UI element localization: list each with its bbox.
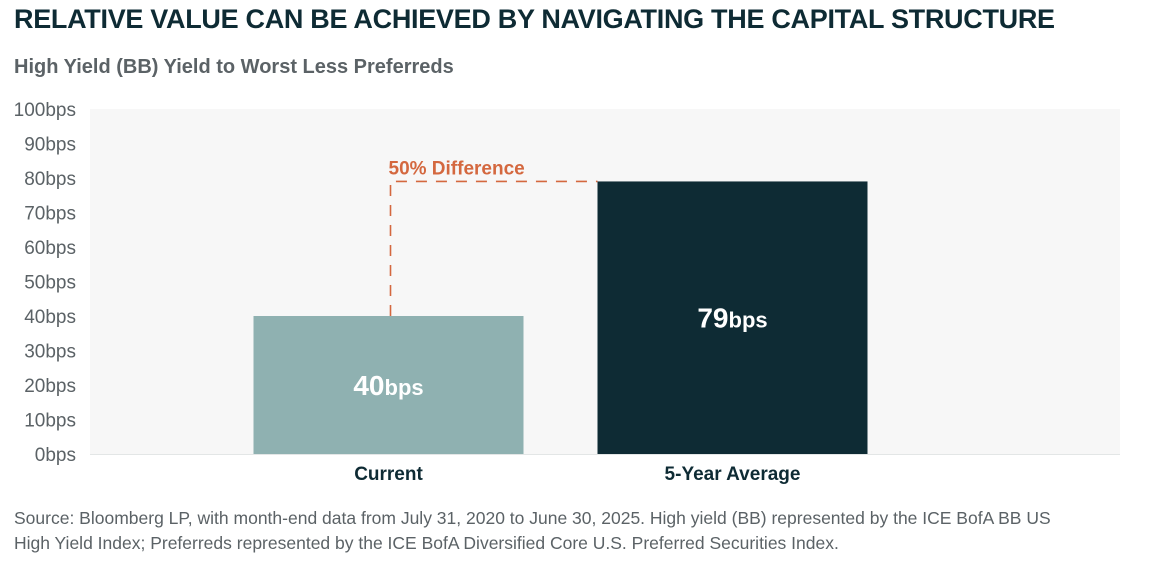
y-tick-label: 40bps	[24, 307, 76, 328]
y-tick-label: 60bps	[24, 238, 76, 259]
bar-5-year-average	[597, 181, 868, 454]
y-tick-label: 10bps	[24, 411, 76, 432]
difference-connector	[389, 180, 598, 316]
bar-current	[253, 316, 524, 454]
y-tick-label: 90bps	[24, 135, 76, 156]
y-tick-label: 100bps	[14, 100, 76, 121]
chart-title: RELATIVE VALUE CAN BE ACHIEVED BY NAVIGA…	[14, 4, 1055, 34]
difference-annotation: 50% Difference	[389, 158, 598, 316]
source-note-line-1: Source: Bloomberg LP, with month-end dat…	[14, 508, 1051, 528]
y-axis: 0bps 10bps 20bps 30bps 40bps 50bps 60bps 70bps 8…	[14, 100, 1120, 466]
data-labels: 40bps 79bps	[353, 303, 767, 401]
x-tick-label: 5-Year Average	[665, 464, 801, 485]
y-tick-label: 30bps	[24, 342, 76, 363]
data-label: 79bps	[697, 303, 767, 334]
y-tick-label: 20bps	[24, 376, 76, 397]
source-note-line-2: High Yield Index; Preferreds represented…	[14, 533, 839, 553]
bar-series	[253, 181, 868, 454]
y-tick-label: 0bps	[35, 445, 76, 466]
y-tick-label: 80bps	[24, 169, 76, 190]
y-tick-label: 70bps	[24, 204, 76, 225]
x-axis: Current 5-Year Average	[354, 464, 800, 485]
chart-subtitle: High Yield (BB) Yield to Worst Less Pref…	[14, 56, 454, 78]
source-note: Source: Bloomberg LP, with month-end dat…	[14, 506, 1159, 556]
bar-chart: 0bps 10bps 20bps 30bps 40bps 50bps 60bps 70bps 8…	[14, 100, 1120, 485]
data-label: 40bps	[353, 370, 423, 401]
difference-label: 50% Difference	[389, 158, 525, 179]
y-tick-label: 50bps	[24, 273, 76, 294]
x-tick-label: Current	[354, 464, 423, 485]
